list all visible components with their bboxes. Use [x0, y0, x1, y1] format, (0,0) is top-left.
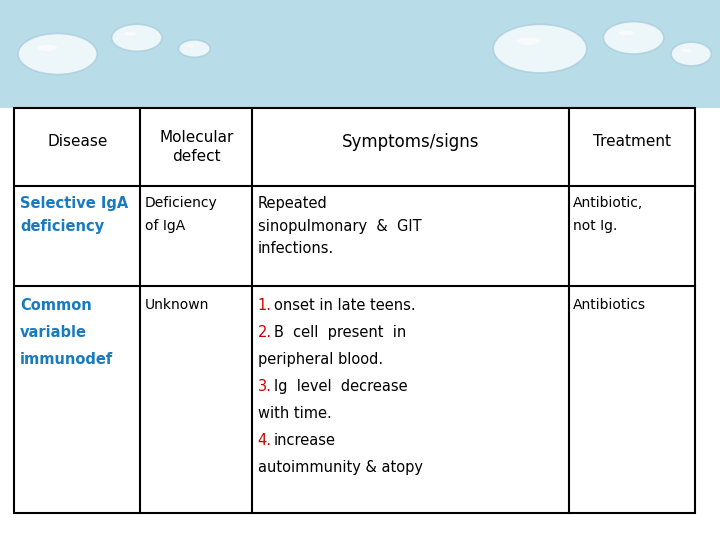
Text: Selective IgA: Selective IgA [20, 196, 128, 211]
Ellipse shape [112, 24, 162, 51]
Bar [14, 108, 695, 513]
Ellipse shape [186, 45, 194, 48]
Text: Repeated: Repeated [258, 196, 328, 211]
Text: Common: Common [20, 298, 92, 313]
Ellipse shape [603, 22, 664, 54]
Ellipse shape [516, 38, 540, 45]
Text: deficiency: deficiency [20, 219, 104, 234]
Text: with time.: with time. [258, 406, 331, 421]
Text: peripheral blood.: peripheral blood. [258, 352, 383, 367]
Text: Disease: Disease [48, 134, 107, 149]
Text: autoimmunity & atopy: autoimmunity & atopy [258, 460, 423, 475]
Text: infections.: infections. [258, 241, 334, 256]
Text: of IgA: of IgA [145, 219, 185, 233]
Text: Antibiotic,: Antibiotic, [573, 196, 644, 210]
Text: immunodef: immunodef [20, 352, 114, 367]
Ellipse shape [493, 24, 587, 73]
Text: B  cell  present  in: B cell present in [274, 325, 406, 340]
Text: Deficiency: Deficiency [145, 196, 217, 210]
Ellipse shape [618, 30, 634, 35]
Ellipse shape [179, 40, 210, 57]
Text: 3.: 3. [258, 379, 271, 394]
Text: variable: variable [20, 325, 87, 340]
Ellipse shape [125, 32, 137, 36]
Text: increase: increase [274, 433, 336, 448]
Text: Antibiotics: Antibiotics [573, 298, 646, 312]
Text: Unknown: Unknown [145, 298, 209, 312]
Ellipse shape [681, 49, 691, 52]
Text: Ig  level  decrease: Ig level decrease [274, 379, 408, 394]
Text: onset in late teens.: onset in late teens. [274, 298, 415, 313]
Ellipse shape [671, 42, 711, 66]
Text: Symptoms/signs: Symptoms/signs [342, 133, 479, 151]
Text: not Ig.: not Ig. [573, 219, 618, 233]
Text: defect: defect [172, 150, 220, 164]
Text: Treatment: Treatment [593, 134, 671, 149]
Text: 2.: 2. [258, 325, 272, 340]
Text: sinopulmonary  &  GIT: sinopulmonary & GIT [258, 219, 421, 234]
Bar [0, 108, 720, 540]
Ellipse shape [38, 45, 58, 51]
Text: Molecular: Molecular [159, 130, 233, 145]
Text: 4.: 4. [258, 433, 271, 448]
Text: 1.: 1. [258, 298, 271, 313]
Ellipse shape [18, 33, 97, 75]
